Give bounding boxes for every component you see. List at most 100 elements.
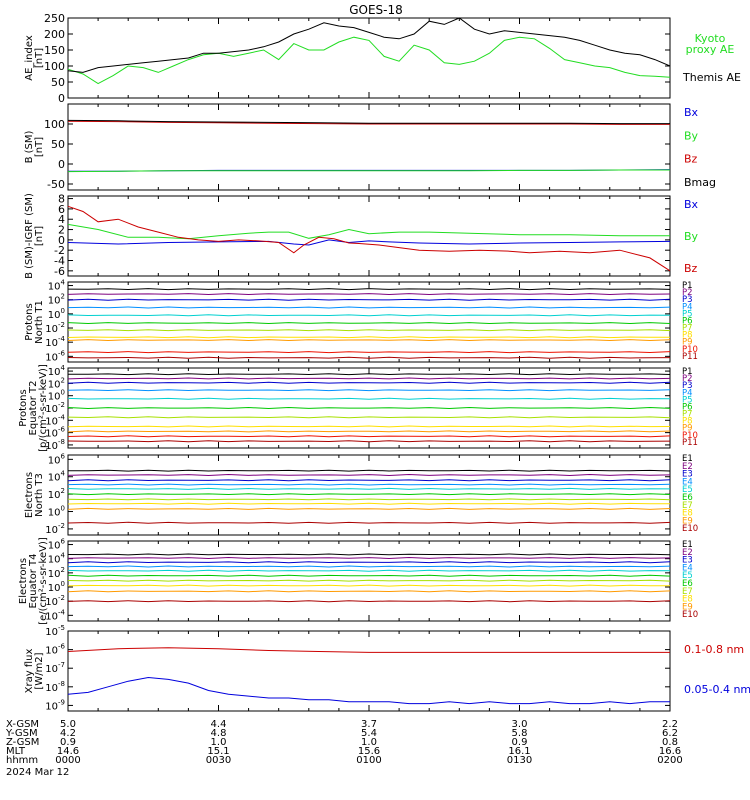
legend-p7: P7 — [682, 410, 693, 420]
channel-line-e2 — [67, 473, 671, 477]
y-tick-label: -4 — [54, 255, 65, 268]
channel-line-e7 — [67, 498, 671, 501]
y-tick-label: 0 — [58, 158, 65, 171]
x-row-label: Y-GSM — [5, 728, 38, 739]
x-tick-value: 16.6 — [659, 746, 681, 757]
y-tick-label: 10-2 — [45, 401, 65, 415]
channel-line-p4 — [67, 306, 671, 309]
y-tick-label: 2 — [58, 224, 65, 237]
legend-p9: P9 — [682, 424, 693, 434]
legend-e7: E7 — [682, 501, 693, 511]
y-tick-label: 100 — [48, 505, 65, 519]
y-tick-label: 0 — [58, 234, 65, 247]
legend-e6: E6 — [682, 579, 693, 589]
y-tick-label: 10-9 — [45, 698, 65, 712]
x-tick-value: 0130 — [507, 755, 532, 766]
legend-e4: E4 — [682, 563, 693, 573]
y-tick-label: 102 — [48, 376, 65, 390]
legend-e5: E5 — [682, 571, 693, 581]
series-line-bmag — [67, 119, 670, 125]
legend-bz: Bz — [684, 262, 698, 275]
x-axis-table: X-GSMY-GSMZ-GSMMLThhmm5.04.20.914.600004… — [5, 719, 683, 778]
x-tick-value: 5.8 — [512, 728, 528, 739]
channel-line-e3 — [67, 561, 671, 564]
y-axis-label: B (SM)-IGRF (SM) — [24, 193, 35, 279]
legend-bz: Bz — [684, 153, 698, 166]
x-tick-value: 0200 — [657, 755, 682, 766]
x-tick-value: 15.6 — [358, 746, 380, 757]
channel-line-e4 — [67, 565, 671, 568]
channel-line-p3 — [67, 298, 671, 301]
legend-p11: P11 — [682, 438, 698, 448]
x-tick-value: 0.9 — [512, 737, 528, 748]
panel-xray: 10-5 10-6 10-7 10-8 10-9 Xray flux [W/m2] 0.1-0… — [24, 624, 750, 712]
y-tick-label: 100 — [48, 580, 65, 594]
x-tick-value: 0.8 — [662, 737, 678, 748]
legend-p8: P8 — [682, 417, 693, 427]
legend-e2: E2 — [682, 548, 693, 558]
legend-p5: P5 — [682, 395, 693, 405]
channel-line-p6 — [67, 322, 671, 325]
y-tick-label: 104 — [48, 470, 66, 484]
channel-line-e3 — [67, 479, 671, 482]
y-tick-label: 100 — [44, 60, 65, 73]
channel-line-e2 — [67, 556, 671, 560]
channel-line-e9 — [67, 590, 671, 593]
channel-line-e6 — [67, 574, 671, 577]
channel-line-e6 — [67, 493, 671, 496]
y-axis-label: [nT] — [34, 226, 45, 246]
series-line-by — [67, 223, 670, 240]
y-tick-label: 10-6 — [45, 643, 65, 657]
legend-e9: E9 — [682, 516, 693, 526]
legend-xray-0: 0.1-0.8 nm — [684, 643, 744, 656]
channel-line-p11 — [67, 440, 671, 443]
y-axis-label: [W/m2] — [34, 652, 45, 689]
legend-p2: P2 — [682, 374, 693, 384]
y-axis-label: Xray flux — [24, 649, 35, 694]
x-tick-value: 4.8 — [211, 728, 227, 739]
channel-line-e5 — [67, 569, 671, 572]
legend-p2: P2 — [682, 288, 693, 298]
legend-p6: P6 — [682, 402, 693, 412]
x-tick-value: 3.0 — [512, 719, 528, 730]
legend-p11: P11 — [682, 352, 698, 362]
y-tick-label: 100 — [48, 389, 65, 403]
legend-e7: E7 — [682, 587, 693, 597]
legend-p3: P3 — [682, 381, 693, 391]
y-tick-label: 104 — [48, 279, 66, 293]
y-axis-label: North T1 — [34, 300, 45, 344]
legend-p4: P4 — [682, 302, 693, 312]
y-tick-label: 10-5 — [45, 624, 65, 638]
y-tick-label: 10-4 — [45, 413, 65, 427]
y-axis-label: Protons — [18, 389, 29, 426]
y-axis-label: North T3 — [34, 473, 45, 517]
series-line-themis-ae — [67, 17, 671, 73]
y-tick-label: 10-8 — [45, 680, 65, 694]
legend-e8: E8 — [682, 595, 693, 605]
x-tick-value: 14.6 — [57, 746, 79, 757]
legend-e10: E10 — [682, 524, 698, 534]
channel-line-p3 — [67, 381, 671, 384]
legend-e10: E10 — [682, 610, 698, 620]
legend-e5: E5 — [682, 485, 693, 495]
legend-themis: Themis AE — [682, 71, 741, 84]
figure-title: GOES-18 — [349, 3, 403, 17]
legend-bx: Bx — [684, 106, 699, 119]
legend-e1: E1 — [682, 454, 693, 464]
y-tick-label: 10-6 — [45, 349, 65, 363]
legend-e1: E1 — [682, 540, 693, 550]
x-tick-value: 5.0 — [60, 719, 76, 730]
y-tick-label: 150 — [44, 44, 65, 57]
x-tick-value: 1.0 — [361, 737, 377, 748]
x-tick-value: 0.9 — [60, 737, 76, 748]
y-tick-label: 106 — [48, 452, 66, 466]
series-line-0-05-0-4-nm — [67, 676, 670, 705]
y-tick-label: 106 — [48, 538, 66, 552]
channel-line-p8 — [67, 336, 670, 339]
channel-line-e4 — [67, 483, 671, 486]
x-tick-value: 2.2 — [662, 719, 678, 730]
legend-bx: Bx — [684, 198, 699, 211]
